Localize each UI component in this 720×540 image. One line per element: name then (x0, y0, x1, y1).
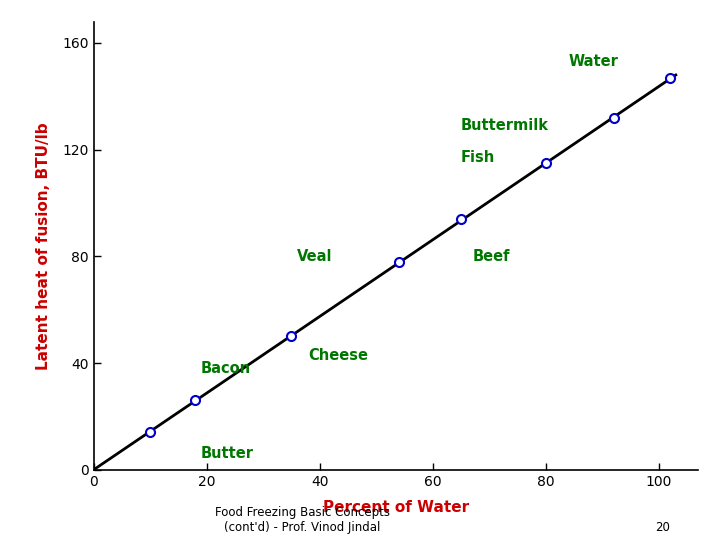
Text: 20: 20 (654, 521, 670, 534)
Text: Bacon: Bacon (201, 361, 251, 376)
Y-axis label: Latent heat of fusion, BTU/lb: Latent heat of fusion, BTU/lb (36, 122, 51, 369)
Text: Cheese: Cheese (308, 348, 369, 362)
Text: Beef: Beef (472, 249, 510, 264)
Text: Water: Water (568, 54, 618, 69)
Text: Food Freezing Basic Concepts
(cont'd) - Prof. Vinod Jindal: Food Freezing Basic Concepts (cont'd) - … (215, 505, 390, 534)
Text: Buttermilk: Buttermilk (461, 118, 549, 133)
X-axis label: Percent of Water: Percent of Water (323, 500, 469, 515)
Text: Veal: Veal (297, 249, 333, 264)
Text: Butter: Butter (201, 446, 254, 461)
Text: Fish: Fish (461, 150, 495, 165)
